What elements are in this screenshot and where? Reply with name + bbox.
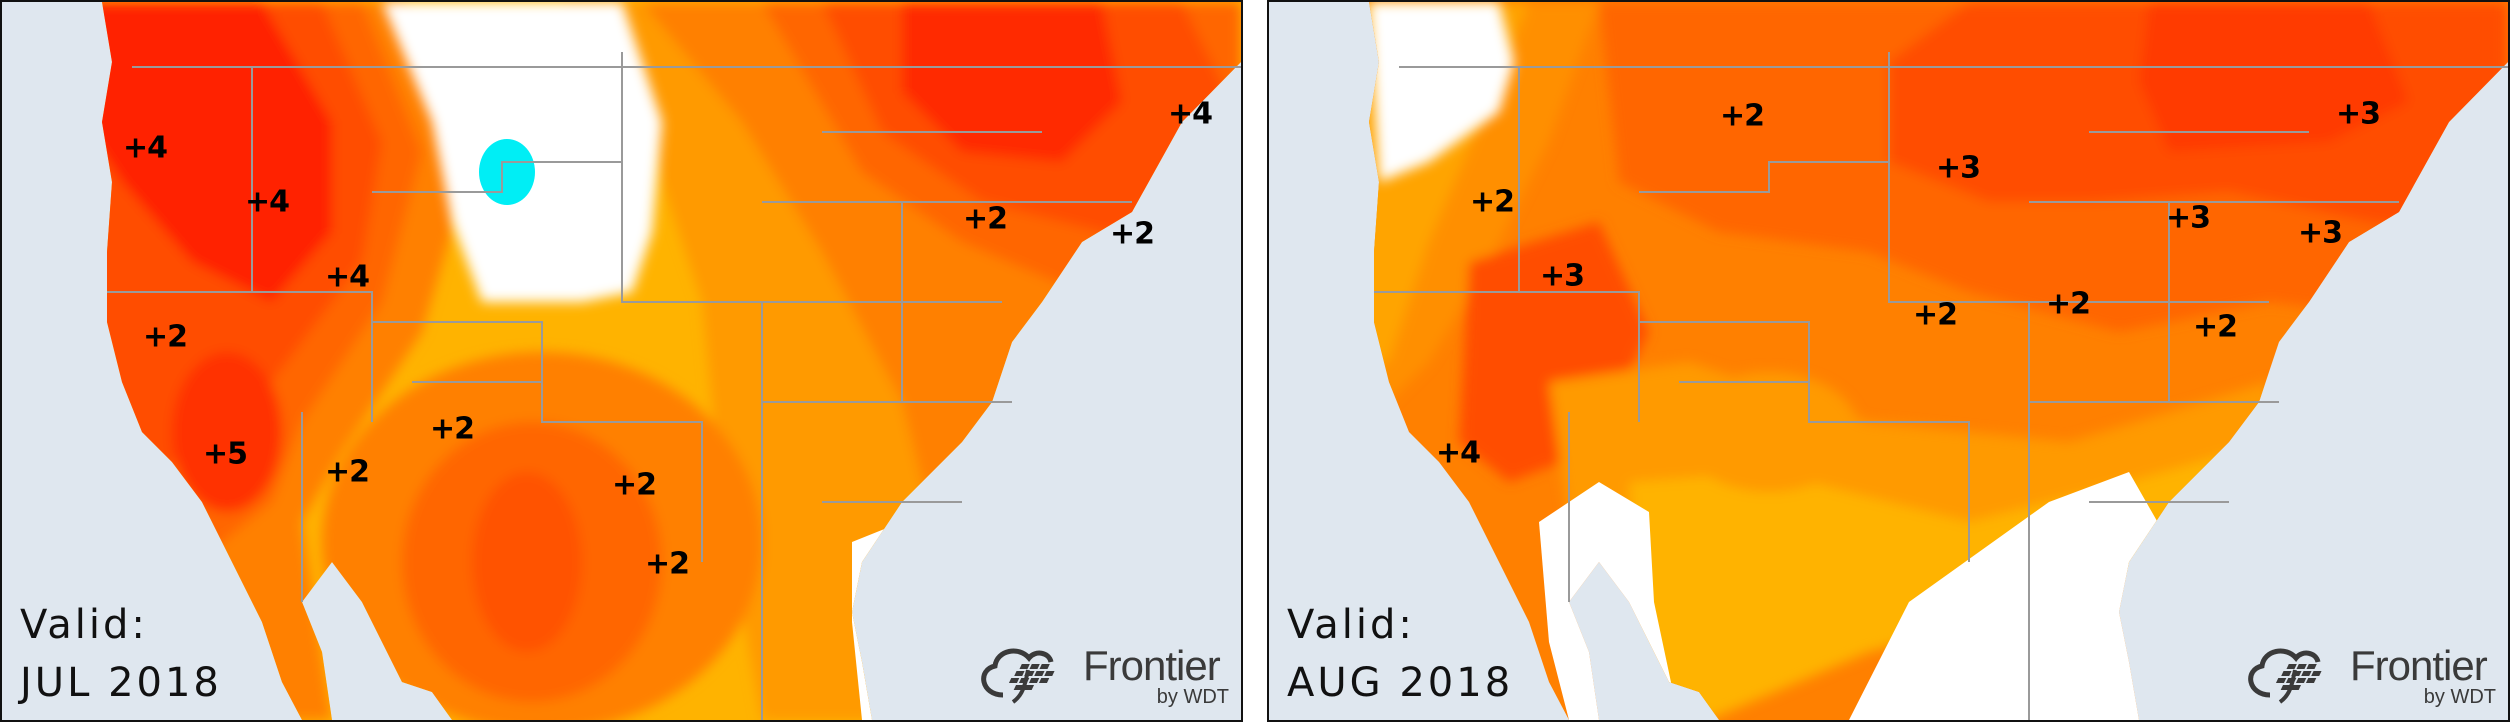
anomaly-label: +2 — [1109, 216, 1155, 252]
state-borders — [1374, 52, 2508, 720]
anomaly-label: +2 — [142, 319, 188, 355]
anomaly-label: +4 — [122, 130, 168, 166]
valid-period-label: Valid: JUL 2018 — [20, 596, 222, 712]
brand-name: Frontier — [1083, 642, 1221, 689]
anomaly-label: +5 — [202, 436, 248, 472]
state-borders — [107, 52, 1241, 720]
anomaly-label: +2 — [1912, 297, 1958, 333]
anomaly-label: +2 — [1719, 98, 1765, 134]
valid-heading: Valid: — [1287, 602, 1415, 648]
brand-sub: by WDT — [1156, 686, 1229, 708]
temperature-anomaly-map-jul — [2, 2, 1241, 720]
anomaly-label: +2 — [1469, 184, 1515, 220]
anomaly-label: +3 — [1539, 258, 1585, 294]
anomaly-label: +2 — [2045, 286, 2091, 322]
frontier-logo: Frontier by WDT — [2240, 640, 2500, 710]
anomaly-label: +3 — [1935, 150, 1981, 186]
valid-period: JUL 2018 — [20, 660, 222, 706]
valid-period-label: Valid: AUG 2018 — [1287, 596, 1513, 712]
map-panel-aug: +2 +3 +2 +3 +3 +3 +3 +2 +2 +2 +4 Valid: … — [1267, 0, 2510, 722]
anomaly-label: +4 — [324, 259, 370, 295]
anomaly-label: +3 — [2165, 200, 2211, 236]
valid-heading: Valid: — [20, 602, 148, 648]
cloud-grid-icon — [981, 648, 1055, 704]
anomaly-label: +2 — [324, 454, 370, 490]
anomaly-label: +3 — [2297, 215, 2343, 251]
anomaly-label: +4 — [1167, 96, 1213, 132]
anomaly-label: +2 — [2192, 309, 2238, 345]
anomaly-label: +2 — [611, 467, 657, 503]
anomaly-label: +2 — [644, 546, 690, 582]
brand-name: Frontier — [2350, 642, 2488, 689]
cloud-grid-icon — [2248, 648, 2322, 704]
frontier-logo: Frontier by WDT — [973, 640, 1233, 710]
anomaly-label: +4 — [1435, 435, 1481, 471]
anomaly-label: +2 — [962, 201, 1008, 237]
map-panel-jul: +4 +4 +4 +2 +5 +2 +2 +2 +2 +2 +2 +4 Vali… — [0, 0, 1243, 722]
anomaly-label: +4 — [244, 184, 290, 220]
brand-sub: by WDT — [2423, 686, 2496, 708]
temperature-anomaly-map-aug — [1269, 2, 2508, 720]
anomaly-label: +2 — [429, 411, 475, 447]
anomaly-label: +3 — [2335, 96, 2381, 132]
valid-period: AUG 2018 — [1287, 660, 1514, 706]
